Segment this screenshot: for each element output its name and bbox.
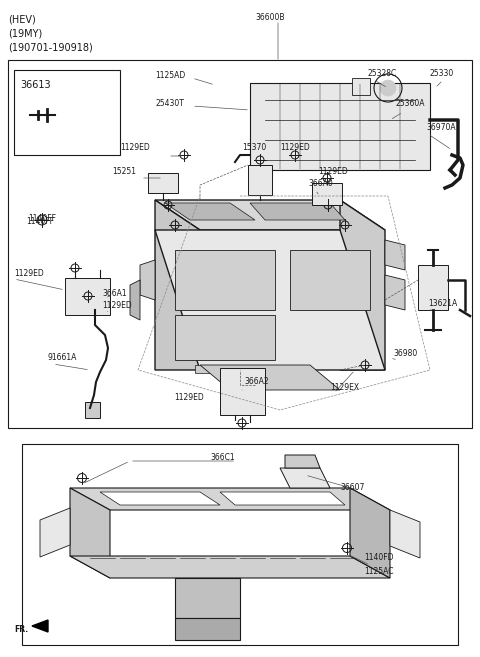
Text: 36970A: 36970A [426,122,456,131]
Polygon shape [175,578,240,618]
Text: 25360A: 25360A [395,99,424,108]
Text: 1140FD: 1140FD [364,553,394,562]
Text: 1140FF: 1140FF [26,217,54,227]
Text: 25328C: 25328C [368,68,397,78]
Bar [285,365,300,373]
Polygon shape [65,278,110,315]
Polygon shape [70,556,390,578]
Bar [225,365,240,373]
Polygon shape [350,488,390,578]
Polygon shape [418,265,448,310]
Text: 366A2: 366A2 [244,378,269,386]
Polygon shape [248,165,272,195]
Polygon shape [70,488,390,510]
Polygon shape [32,620,48,632]
Polygon shape [175,315,275,360]
Polygon shape [100,492,220,505]
Polygon shape [220,368,265,415]
Polygon shape [175,618,240,640]
Polygon shape [130,280,140,320]
Text: (190701-190918): (190701-190918) [8,42,93,52]
Text: (HEV): (HEV) [8,14,36,24]
Polygon shape [220,492,345,505]
Polygon shape [290,250,370,310]
Text: 36613: 36613 [20,80,50,90]
Polygon shape [175,250,275,310]
Polygon shape [148,173,178,193]
Text: 25430T: 25430T [155,99,184,108]
Polygon shape [155,200,385,230]
Text: 1129ED: 1129ED [102,302,132,311]
Text: FR.: FR. [14,625,28,635]
Polygon shape [70,488,110,578]
Text: 15370: 15370 [242,143,266,152]
Polygon shape [155,230,385,370]
Circle shape [380,80,396,96]
Text: 36600B: 36600B [255,14,285,22]
Text: 36607: 36607 [340,482,364,491]
Text: 13621A: 13621A [428,298,457,307]
Text: 366A0: 366A0 [308,179,333,187]
Text: 1125AC: 1125AC [364,566,394,576]
Text: 25330: 25330 [430,68,454,78]
Polygon shape [390,510,420,558]
Text: 1129ED: 1129ED [174,394,204,403]
Text: 15251: 15251 [112,168,136,177]
Text: 1140FF: 1140FF [28,214,56,223]
Polygon shape [40,508,70,557]
Text: 1129ED: 1129ED [280,143,310,152]
Polygon shape [285,455,320,468]
Text: 1129ED: 1129ED [318,166,348,175]
Polygon shape [385,240,405,270]
Polygon shape [140,260,155,300]
Text: 91661A: 91661A [48,353,77,361]
Text: (19MY): (19MY) [8,28,42,38]
Polygon shape [312,183,342,205]
Bar [255,365,270,373]
Polygon shape [340,200,385,370]
Text: 366C1: 366C1 [210,453,235,463]
Text: 1129ED: 1129ED [120,143,150,152]
Polygon shape [200,365,340,390]
Polygon shape [280,468,330,488]
Polygon shape [155,200,200,370]
Polygon shape [385,275,405,310]
Polygon shape [85,402,100,418]
Polygon shape [250,83,430,170]
Text: 366A1: 366A1 [102,288,127,298]
Polygon shape [165,203,255,220]
Text: 1129EX: 1129EX [330,382,359,392]
Text: 36980: 36980 [393,348,417,357]
Bar [195,365,210,373]
Polygon shape [250,203,345,220]
Text: 1129ED: 1129ED [14,269,44,277]
Polygon shape [352,78,370,95]
Text: 1125AD: 1125AD [155,72,185,81]
